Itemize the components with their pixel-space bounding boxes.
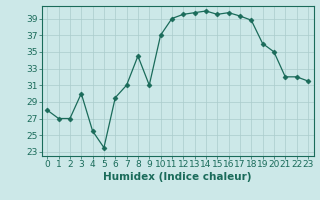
X-axis label: Humidex (Indice chaleur): Humidex (Indice chaleur) bbox=[103, 172, 252, 182]
